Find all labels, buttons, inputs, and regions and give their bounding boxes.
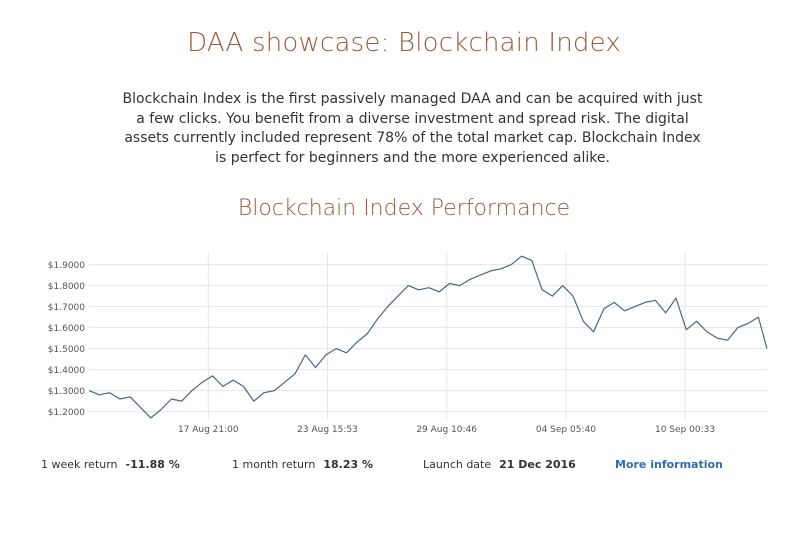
y-tick-label: $1.7000 bbox=[48, 303, 85, 313]
month-return: 1 month return 18.23 % bbox=[232, 458, 373, 471]
month-return-label: 1 month return bbox=[232, 458, 316, 471]
y-tick-label: $1.8000 bbox=[48, 282, 85, 292]
x-tick-label: 10 Sep 00:33 bbox=[655, 425, 715, 435]
launch-date-label: Launch date bbox=[423, 458, 492, 471]
x-tick-label: 04 Sep 05:40 bbox=[536, 425, 596, 435]
y-tick-label: $1.5000 bbox=[48, 345, 85, 355]
y-tick-label: $1.2000 bbox=[48, 408, 85, 418]
week-return-value: -11.88 % bbox=[125, 458, 180, 471]
y-tick-label: $1.4000 bbox=[48, 366, 85, 376]
y-tick-label: $1.6000 bbox=[48, 324, 85, 334]
chart-title: Blockchain Index Performance bbox=[237, 196, 571, 221]
stats-row: 1 week return -11.88 % 1 month return 18.2… bbox=[0, 458, 808, 474]
launch-date-value: 21 Dec 2016 bbox=[499, 458, 576, 471]
week-return: 1 week return -11.88 % bbox=[41, 458, 180, 471]
week-return-label: 1 week return bbox=[41, 458, 118, 471]
page-title: DAA showcase: Blockchain Index bbox=[187, 28, 621, 58]
month-return-value: 18.23 % bbox=[323, 458, 373, 471]
x-tick-label: 29 Aug 10:46 bbox=[416, 425, 477, 435]
intro-paragraph: Blockchain Index is the first passively … bbox=[122, 91, 703, 166]
grid-lines bbox=[89, 252, 767, 420]
performance-chart: $1.2000 $1.3000 $1.4000 $1.5000 $1.6000 $1.70… bbox=[48, 252, 768, 435]
x-axis-ticks: 17 Aug 21:00 23 Aug 15:53 29 Aug 10:46 04 S… bbox=[178, 425, 715, 435]
series-line bbox=[88, 255, 768, 419]
x-tick-label: 23 Aug 15:53 bbox=[297, 425, 358, 435]
more-information-link[interactable]: More information bbox=[615, 458, 723, 471]
y-tick-label: $1.9000 bbox=[48, 261, 85, 271]
x-tick-label: 17 Aug 21:00 bbox=[178, 425, 239, 435]
y-axis-ticks: $1.2000 $1.3000 $1.4000 $1.5000 $1.6000 $1.70… bbox=[48, 261, 85, 418]
y-tick-label: $1.3000 bbox=[48, 387, 85, 397]
launch-date: Launch date 21 Dec 2016 bbox=[423, 458, 576, 471]
